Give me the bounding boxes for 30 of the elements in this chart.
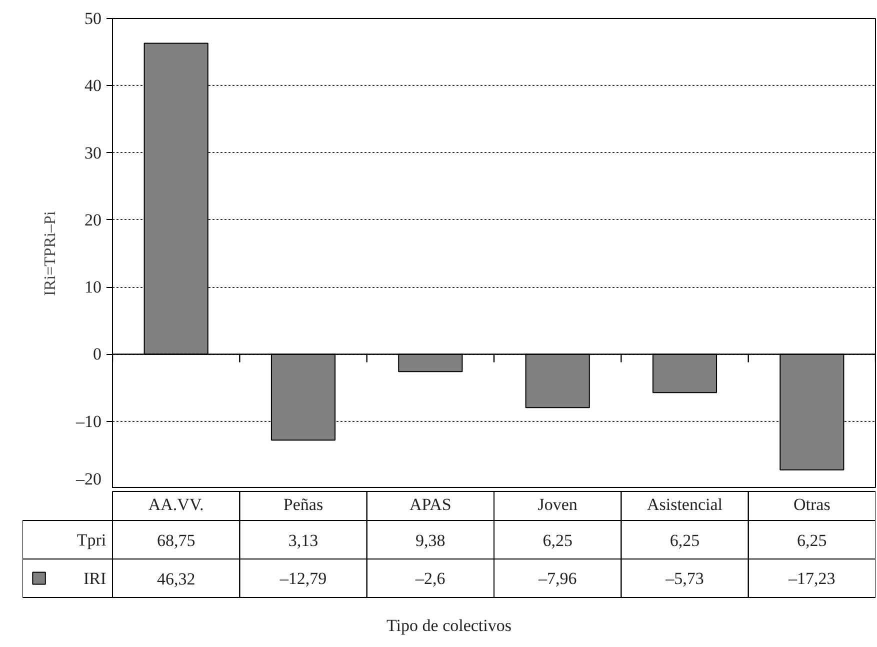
x-tick-label: APAS (409, 495, 452, 514)
data-label: –2,6 (414, 568, 446, 588)
text: Tpri (76, 530, 106, 550)
x-tick-label: AA.VV. (148, 495, 204, 514)
text: 3,13 (288, 530, 318, 550)
y-tick-label: 10 (84, 278, 102, 297)
text: 68,75 (156, 530, 196, 550)
x-tick-label: Joven (538, 495, 578, 514)
x-tick-label: Otras (794, 495, 830, 514)
legend-label: IRI (83, 568, 106, 588)
x-tick-label: Peñas (283, 495, 324, 514)
text: 6,25 (670, 530, 700, 550)
data-label: –17,23 (788, 568, 836, 588)
text: 6,25 (542, 530, 572, 550)
y-tick-label: 30 (84, 143, 102, 162)
y-tick-label: –20 (75, 470, 102, 488)
data-label: 46,32 (156, 569, 196, 588)
data-label: –5,73 (664, 568, 704, 588)
y-tick-label: 0 (93, 344, 102, 364)
text: 6,25 (797, 530, 827, 550)
y-tick-label: 50 (84, 9, 102, 28)
data-label: –12,79 (278, 568, 327, 588)
y-tick-label: 40 (84, 76, 102, 96)
text: Tipo de colectivos (386, 616, 512, 635)
text: 9,38 (416, 530, 446, 550)
y-axis-title: IRi=TPRi–Pi (42, 210, 59, 296)
data-label: –7,96 (537, 568, 577, 588)
x-tick-label: Asistencial (646, 495, 723, 514)
y-tick-label: 20 (84, 210, 102, 230)
y-tick-label: –10 (75, 412, 102, 431)
